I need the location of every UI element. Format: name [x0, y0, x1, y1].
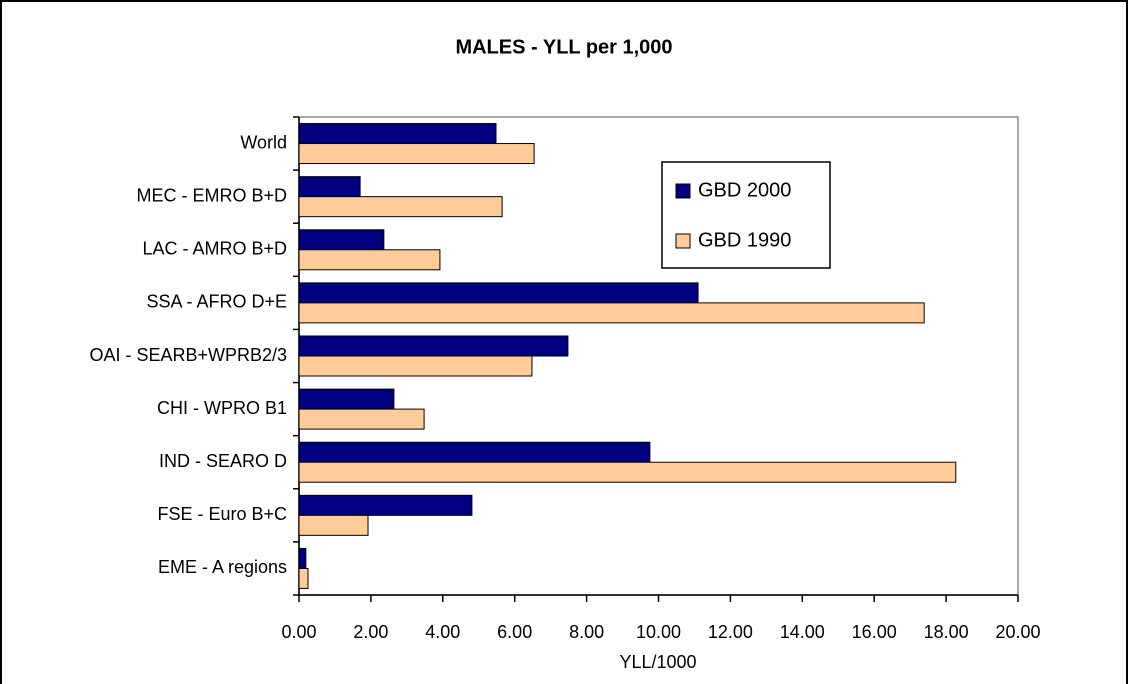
x-tick-label: 16.00: [852, 622, 897, 642]
x-tick-label: 10.00: [636, 622, 681, 642]
bar: [298, 123, 497, 145]
x-tick-label: 12.00: [708, 622, 753, 642]
y-tick-label: EME - A regions: [158, 557, 287, 577]
bar: [298, 249, 441, 271]
x-axis-label: YLL/1000: [619, 652, 696, 672]
bar: [298, 282, 699, 304]
x-tick-label: 18.00: [924, 622, 969, 642]
legend-label: GBD 2000: [698, 179, 791, 201]
y-tick-label: SSA - AFRO D+E: [146, 292, 287, 312]
x-tick-label: 20.00: [995, 622, 1040, 642]
bar: [298, 229, 385, 251]
bar: [298, 461, 957, 483]
y-tick-label: CHI - WPRO B1: [157, 398, 287, 418]
bar: [298, 567, 309, 589]
x-tick-label: 2.00: [353, 622, 388, 642]
y-tick-label: MEC - EMRO B+D: [136, 185, 287, 205]
bar: [298, 514, 369, 536]
legend: [661, 161, 831, 269]
bar: [298, 388, 395, 410]
y-tick-label: IND - SEARO D: [159, 451, 287, 471]
y-tick-label: OAI - SEARB+WPRB2/3: [89, 345, 287, 365]
x-tick-label: 0.00: [281, 622, 316, 642]
bar: [298, 176, 361, 198]
bar: [298, 143, 535, 165]
chart-title: MALES - YLL per 1,000: [455, 36, 672, 58]
bar: [298, 547, 307, 569]
legend-label: GBD 1990: [698, 229, 791, 251]
y-tick-label: World: [240, 132, 287, 152]
bar: [298, 355, 533, 377]
bar: [298, 335, 569, 357]
x-tick-label: 6.00: [497, 622, 532, 642]
x-tick-label: 4.00: [425, 622, 460, 642]
y-tick-label: LAC - AMRO B+D: [142, 239, 287, 259]
bar: [298, 408, 425, 430]
legend-swatch: [675, 183, 691, 199]
bar: [298, 302, 925, 324]
bar: [298, 441, 651, 463]
x-tick-label: 8.00: [569, 622, 604, 642]
bar: [298, 196, 503, 218]
legend-swatch: [675, 233, 691, 249]
y-tick-label: FSE - Euro B+C: [157, 504, 287, 524]
x-tick-label: 14.00: [780, 622, 825, 642]
bar: [298, 494, 473, 516]
